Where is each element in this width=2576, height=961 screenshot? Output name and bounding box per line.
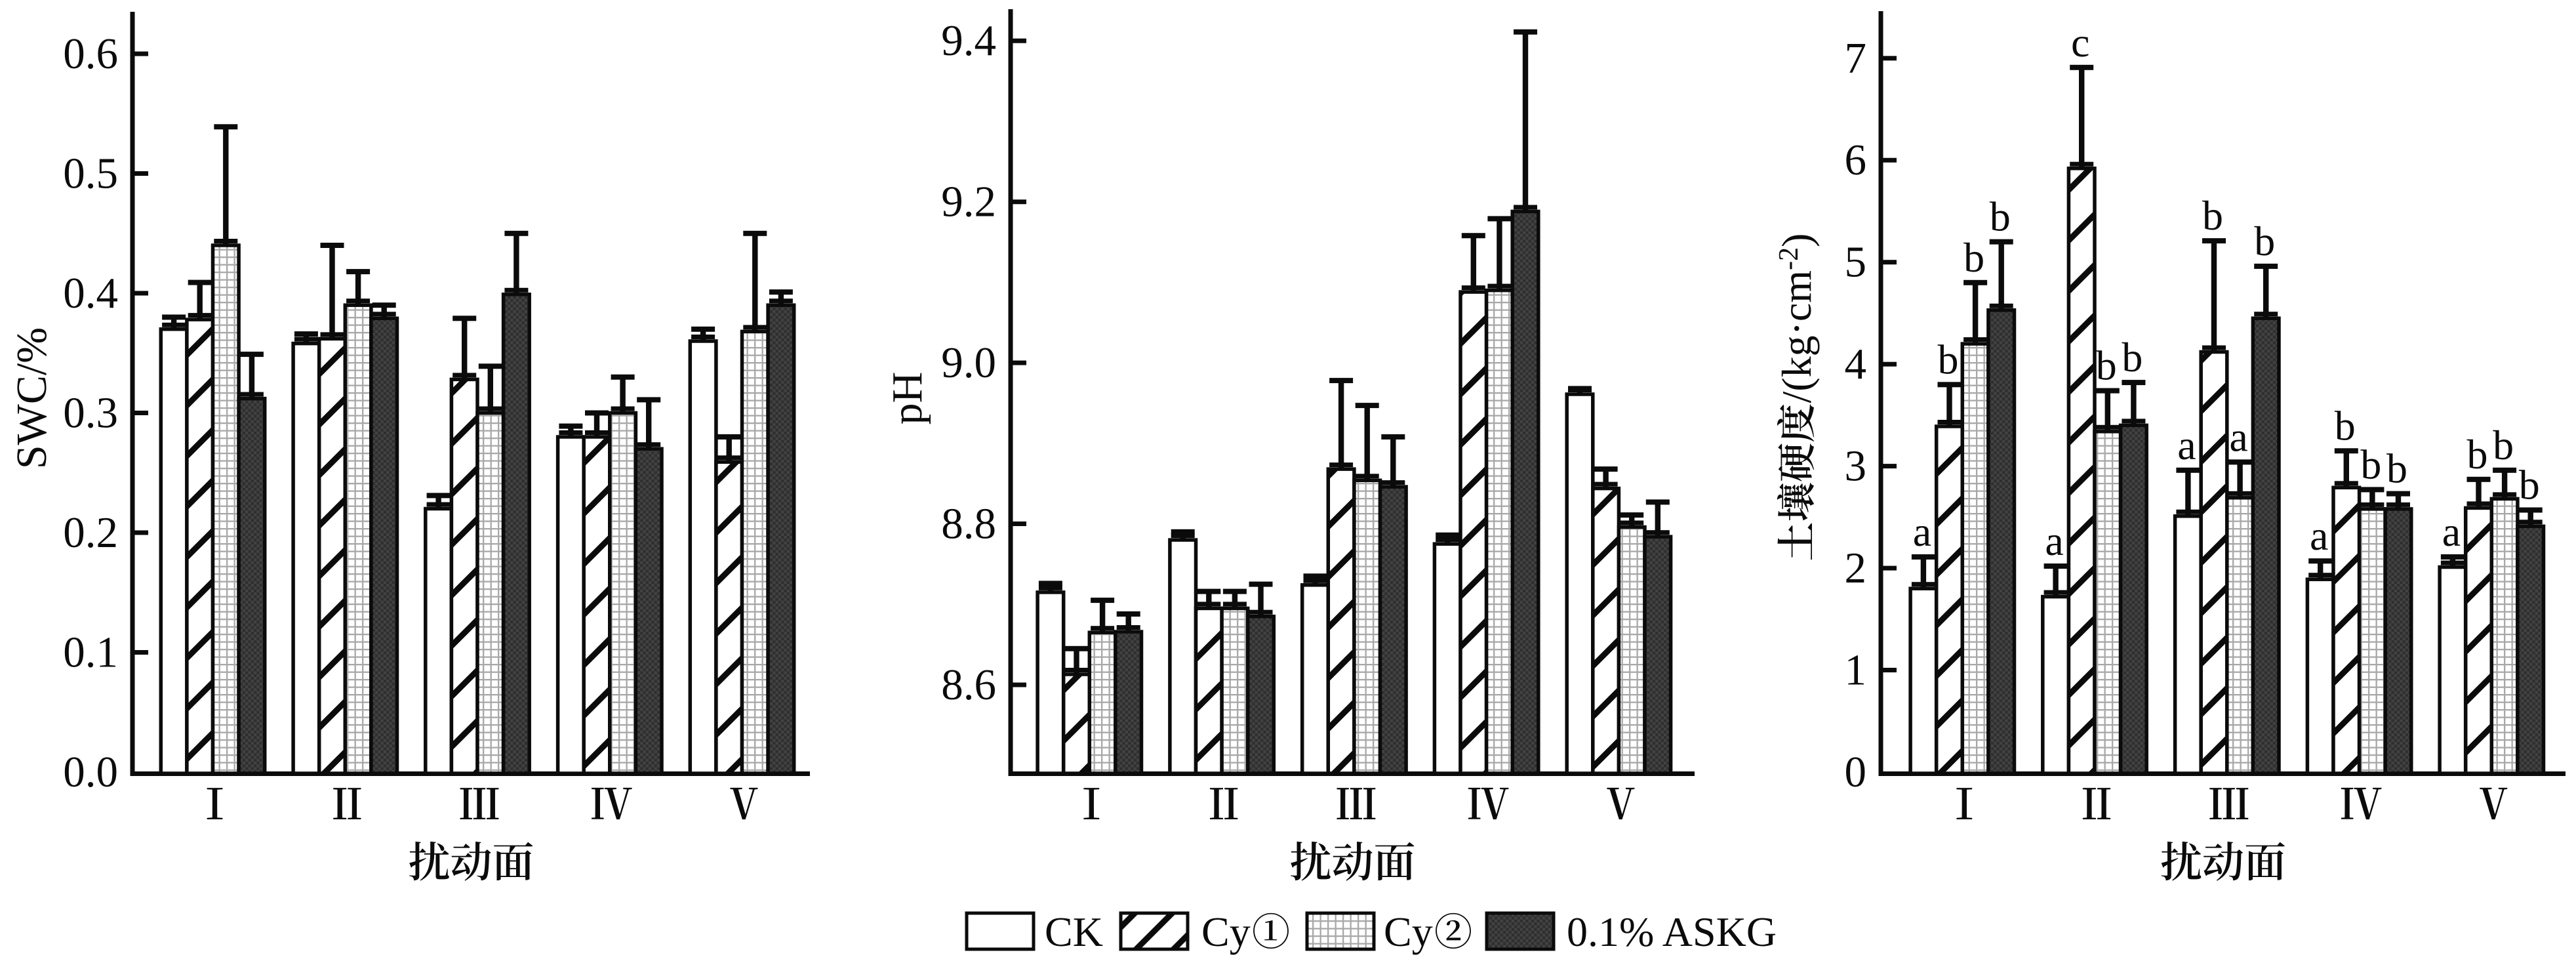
- svg-text:9.2: 9.2: [941, 178, 996, 226]
- svg-text:b: b: [2096, 342, 2117, 389]
- svg-text:8.6: 8.6: [941, 661, 996, 709]
- svg-text:a: a: [2177, 422, 2196, 468]
- svg-text:6: 6: [1845, 136, 1867, 184]
- svg-text:8.8: 8.8: [941, 500, 996, 548]
- svg-text:0.0: 0.0: [63, 748, 118, 796]
- svg-text:2: 2: [1845, 544, 1867, 592]
- svg-text:0.3: 0.3: [63, 389, 118, 438]
- svg-text:0.2: 0.2: [63, 508, 118, 557]
- svg-text:b: b: [2254, 218, 2275, 264]
- svg-text:0.1: 0.1: [63, 628, 118, 677]
- svg-text:0.5: 0.5: [63, 150, 118, 198]
- svg-text:b: b: [2386, 445, 2407, 492]
- svg-text:0.6: 0.6: [63, 30, 118, 78]
- svg-text:0.4: 0.4: [63, 269, 118, 317]
- svg-text:a: a: [2442, 508, 2461, 555]
- svg-text:b: b: [1938, 336, 1959, 382]
- svg-text:b: b: [2360, 441, 2381, 487]
- svg-text:4: 4: [1845, 340, 1867, 388]
- svg-text:c: c: [2071, 19, 2089, 66]
- svg-text:9.4: 9.4: [941, 16, 996, 65]
- svg-text:b: b: [2122, 334, 2143, 380]
- svg-text:b: b: [2335, 402, 2356, 449]
- svg-text:1: 1: [1845, 646, 1867, 695]
- svg-text:0: 0: [1845, 748, 1867, 796]
- svg-text:pH: pH: [883, 372, 931, 425]
- svg-text:Cy: Cy: [1201, 909, 1251, 955]
- svg-text:CK: CK: [1045, 909, 1103, 955]
- svg-text:a: a: [2310, 512, 2328, 559]
- svg-text:5: 5: [1845, 238, 1867, 287]
- svg-text:a: a: [2229, 413, 2247, 460]
- svg-text:b: b: [2493, 422, 2514, 468]
- svg-text:b: b: [1990, 194, 2011, 240]
- svg-text:SWC/%: SWC/%: [8, 327, 56, 469]
- svg-text:b: b: [2467, 431, 2488, 478]
- svg-text:b: b: [2202, 192, 2223, 239]
- svg-text:b: b: [1963, 234, 1984, 281]
- svg-text:0.1% ASKG: 0.1% ASKG: [1567, 909, 1777, 955]
- svg-text:b: b: [2519, 462, 2540, 508]
- svg-text:3: 3: [1845, 442, 1867, 491]
- svg-text:9.0: 9.0: [941, 338, 996, 387]
- svg-text:Cy: Cy: [1384, 909, 1433, 955]
- svg-text:a: a: [1913, 508, 1931, 555]
- svg-text:a: a: [2045, 518, 2063, 564]
- svg-text:7: 7: [1845, 34, 1867, 83]
